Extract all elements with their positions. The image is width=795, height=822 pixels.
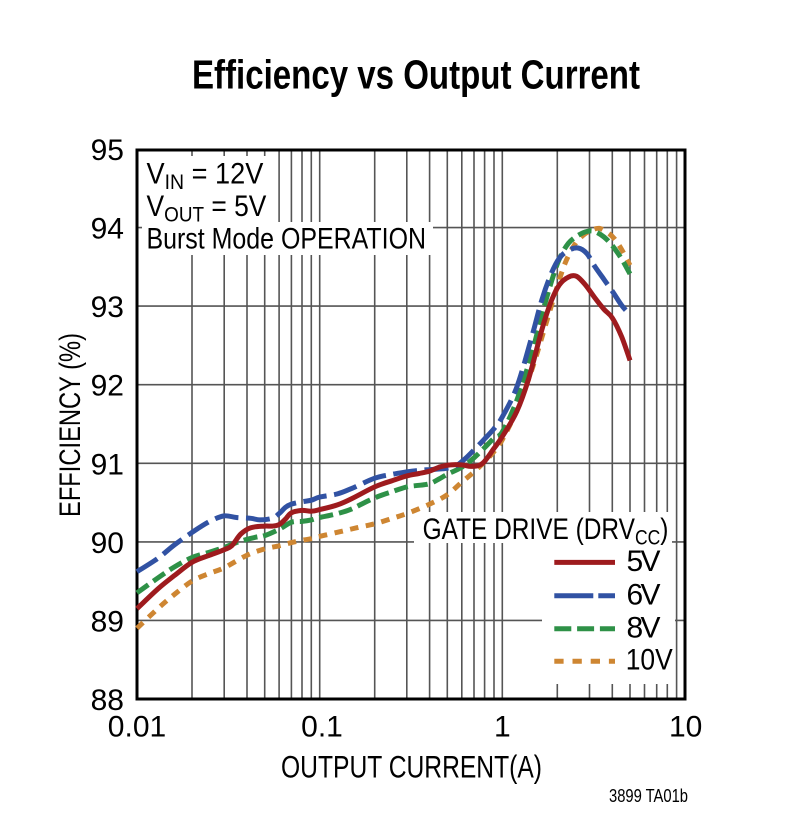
svg-text:GATE DRIVE (DRVCC): GATE DRIVE (DRVCC) (423, 512, 669, 550)
svg-text:Efficiency vs Output Current: Efficiency vs Output Current (192, 52, 640, 98)
svg-text:5V: 5V (627, 545, 661, 578)
svg-text:92: 92 (91, 370, 124, 403)
svg-text:89: 89 (91, 605, 124, 638)
svg-text:OUTPUT CURRENT(A): OUTPUT CURRENT(A) (281, 749, 542, 785)
svg-text:0.1: 0.1 (301, 711, 343, 744)
svg-text:10: 10 (669, 711, 702, 744)
svg-text:91: 91 (91, 448, 124, 481)
svg-text:1: 1 (494, 711, 511, 744)
svg-text:93: 93 (91, 291, 124, 324)
svg-text:88: 88 (91, 684, 124, 717)
svg-text:EFFICIENCY (%): EFFICIENCY (%) (54, 333, 87, 517)
svg-text:3899 TA01b: 3899 TA01b (609, 786, 688, 806)
svg-text:94: 94 (91, 213, 124, 246)
svg-text:Burst Mode OPERATION: Burst Mode OPERATION (147, 223, 427, 256)
svg-text:10V: 10V (626, 644, 673, 677)
svg-text:8V: 8V (627, 612, 661, 645)
svg-text:0.01: 0.01 (108, 711, 166, 744)
svg-text:95: 95 (91, 134, 124, 167)
svg-text:VIN = 12V: VIN = 12V (147, 157, 264, 194)
svg-text:6V: 6V (627, 579, 661, 612)
svg-text:90: 90 (91, 527, 124, 560)
